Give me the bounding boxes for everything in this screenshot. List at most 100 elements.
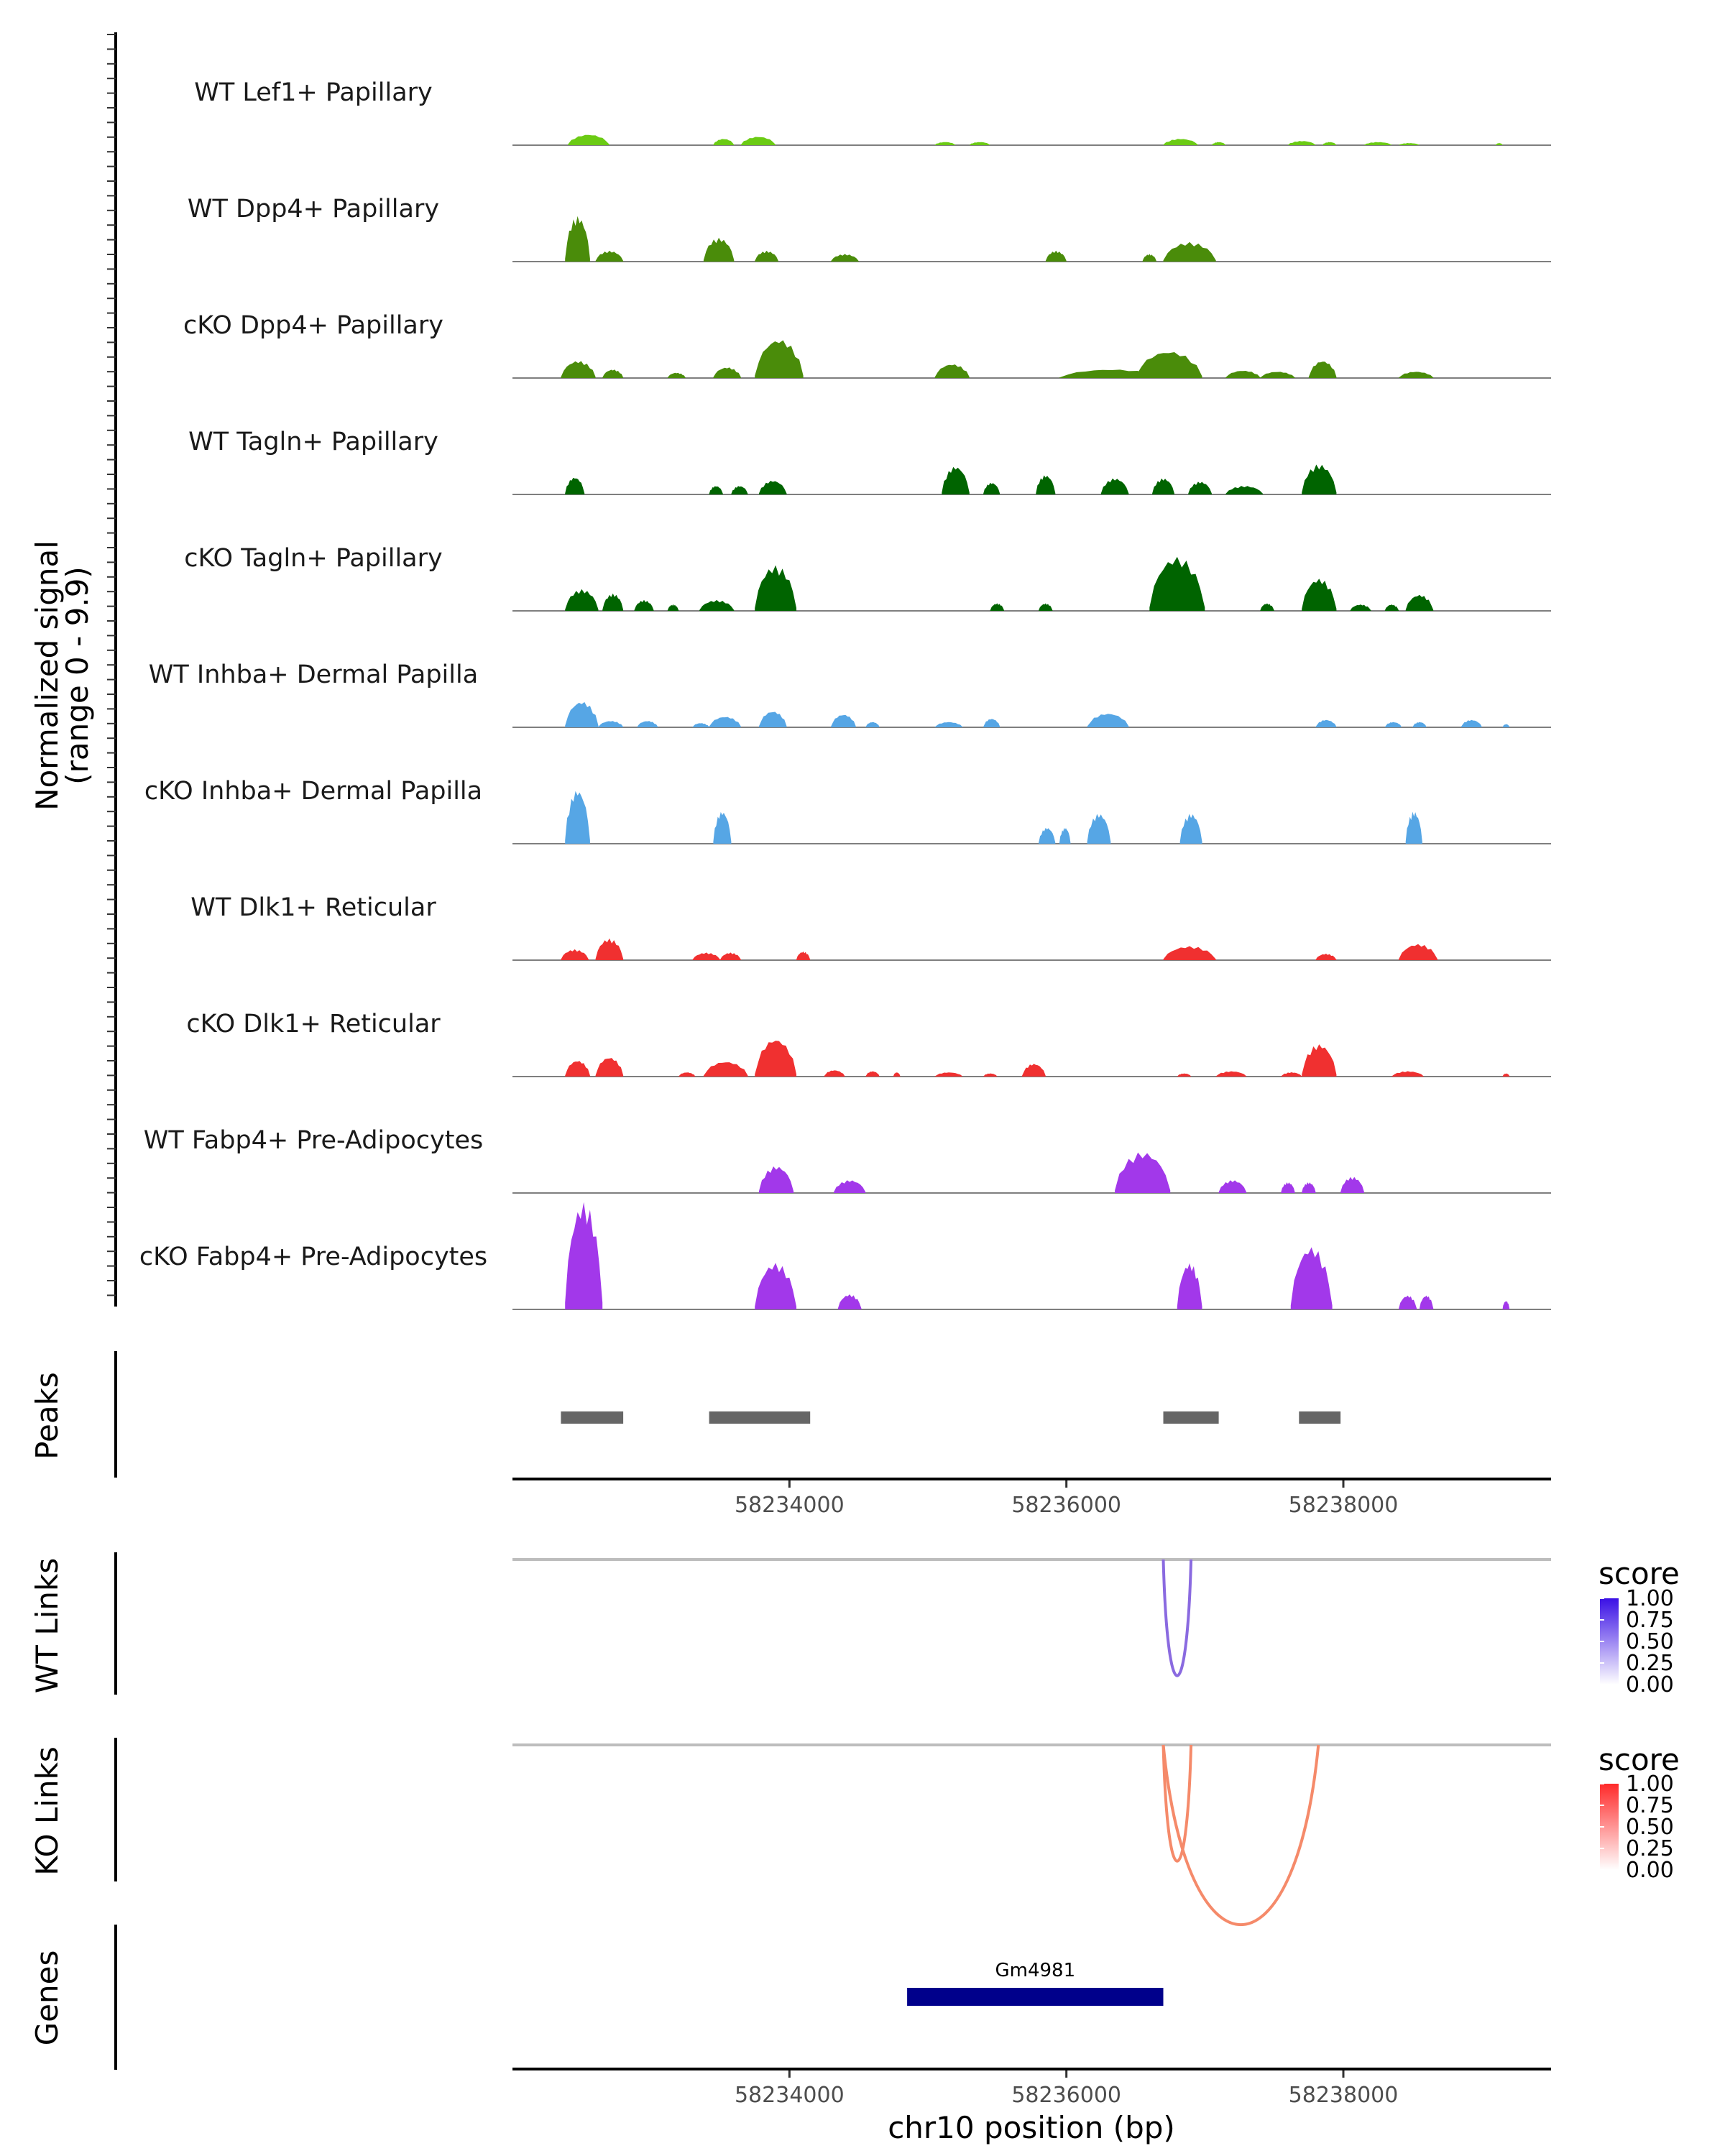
coverage-peak [983,1073,998,1077]
coverage-y-title-line1: Normalized signal [29,540,65,811]
coverage-track-label: WT Lef1+ Papillary [194,78,433,107]
coverage-peak [692,723,709,727]
coverage-peak [720,952,741,960]
coverage-peak [1215,1071,1247,1077]
coverage-track: WT Lef1+ Papillary [194,78,1551,146]
x-axis-ticks-top: 58234000 58236000 58238000 [735,1480,1398,1518]
coverage-track: cKO Inhba+ Dermal Papilla [144,777,1551,844]
coverage-peak [1177,1073,1192,1077]
coverage-track-label: cKO Fabp4+ Pre-Adipocytes [139,1243,487,1271]
coverage-peak [713,139,735,145]
coverage-peak [1392,1071,1424,1077]
legend-label: 1.00 [1626,1772,1674,1797]
coverage-peak [598,721,624,727]
legend-label: 0.75 [1626,1608,1674,1633]
coverage-peak [561,361,596,378]
coverage-track-label: cKO Inhba+ Dermal Papilla [144,777,482,806]
coverage-peak [865,722,880,727]
coverage-peak [565,1061,590,1077]
genes-label: Genes [29,1950,65,2046]
x-axis-tick-label: 58238000 [1289,1493,1399,1518]
coverage-peak [595,938,624,960]
coverage-peak [602,593,624,611]
x-axis-tick-label: 58234000 [735,1493,845,1518]
wt-links-label: WT Links [29,1558,65,1693]
x-axis-ticks-bottom: 58234000 58236000 58238000 [735,2070,1398,2108]
coverage-peak [1412,722,1427,727]
legend-label: 0.50 [1626,1815,1674,1840]
coverage-peak [1188,482,1212,494]
ko-link-arcs [1162,1744,1320,1926]
coverage-peak [1212,142,1226,145]
coverage-peak [595,250,624,262]
coverage-peak [1136,352,1202,378]
coverage-peak [602,369,624,378]
peak-regions [561,1411,1341,1424]
coverage-track: cKO Dlk1+ Reticular [186,1010,1551,1077]
coverage-track-label: WT Dpp4+ Papillary [188,195,439,224]
coverage-tracks: WT Lef1+ Papillary WT Dpp4+ Papillary cKO … [139,78,1551,1310]
coverage-peak [1281,1182,1295,1193]
coverage-y-title-line2: (range 0 - 9.9) [60,566,95,785]
coverage-peak [1225,486,1264,494]
coverage-y-axis [107,32,117,1307]
gene-body [907,1988,1164,2006]
coverage-peak [1322,142,1337,145]
coverage-peak [1059,827,1071,844]
coverage-peak [565,791,590,844]
coverage-peak [1163,241,1216,262]
coverage-track-label: cKO Dlk1+ Reticular [186,1010,441,1038]
coverage-peak [637,721,658,727]
coverage-peak [678,1072,696,1077]
coverage-peak [934,142,956,145]
coverage-peak [568,134,610,145]
coverage-peak [1420,1295,1434,1309]
coverage-peak [1179,814,1202,844]
coverage-peak [1384,722,1402,727]
coverage-peak [1363,142,1392,145]
coverage-peak [565,589,599,611]
coverage-track: WT Tagln+ Papillary [188,428,1551,495]
coverage-peak [561,949,589,960]
coverage-peak [831,254,859,262]
x-axis-tick-label: 58234000 [735,2083,845,2108]
link-arc [1162,1559,1193,1677]
coverage-peak [755,1263,796,1309]
coverage-peak [1260,372,1295,378]
coverage-peak [1302,464,1337,494]
coverage-peak [1152,478,1174,494]
coverage-peak [1399,1295,1417,1309]
coverage-peak [1039,827,1056,844]
legend-label: 0.75 [1626,1793,1674,1818]
coverage-peak [1039,603,1053,611]
coverage-peak [1087,714,1129,727]
coverage-peak [824,1070,845,1077]
coverage-peak [934,364,970,378]
x-axis-tick-label: 58236000 [1011,1493,1121,1518]
coverage-track-label: WT Tagln+ Papillary [188,428,438,456]
coverage-peak [1350,604,1371,611]
coverage-peak [1142,254,1156,262]
coverage-peak [893,1072,901,1077]
coverage-peak [934,1072,963,1077]
coverage-peak [758,481,787,494]
peaks-label: Peaks [29,1372,65,1460]
coverage-track-label: cKO Dpp4+ Papillary [183,311,443,340]
peak-region [561,1411,624,1424]
coverage-peak [837,1294,862,1309]
coverage-peak [713,811,732,844]
coverage-peak [1302,1044,1337,1077]
x-axis-tick-label: 58238000 [1289,2083,1399,2108]
coverage-peak [740,137,776,145]
coverage-peak [1045,250,1067,262]
wt-legend-title: score [1598,1556,1680,1591]
gene-models: Gm4981 [907,1960,1164,2006]
coverage-peak [1163,139,1198,145]
coverage-peak [709,717,741,727]
coverage-peak [1405,594,1434,611]
wt-link-arcs [1162,1559,1193,1677]
coverage-peak [1290,1247,1333,1309]
coverage-track-label: cKO Tagln+ Papillary [184,544,443,573]
